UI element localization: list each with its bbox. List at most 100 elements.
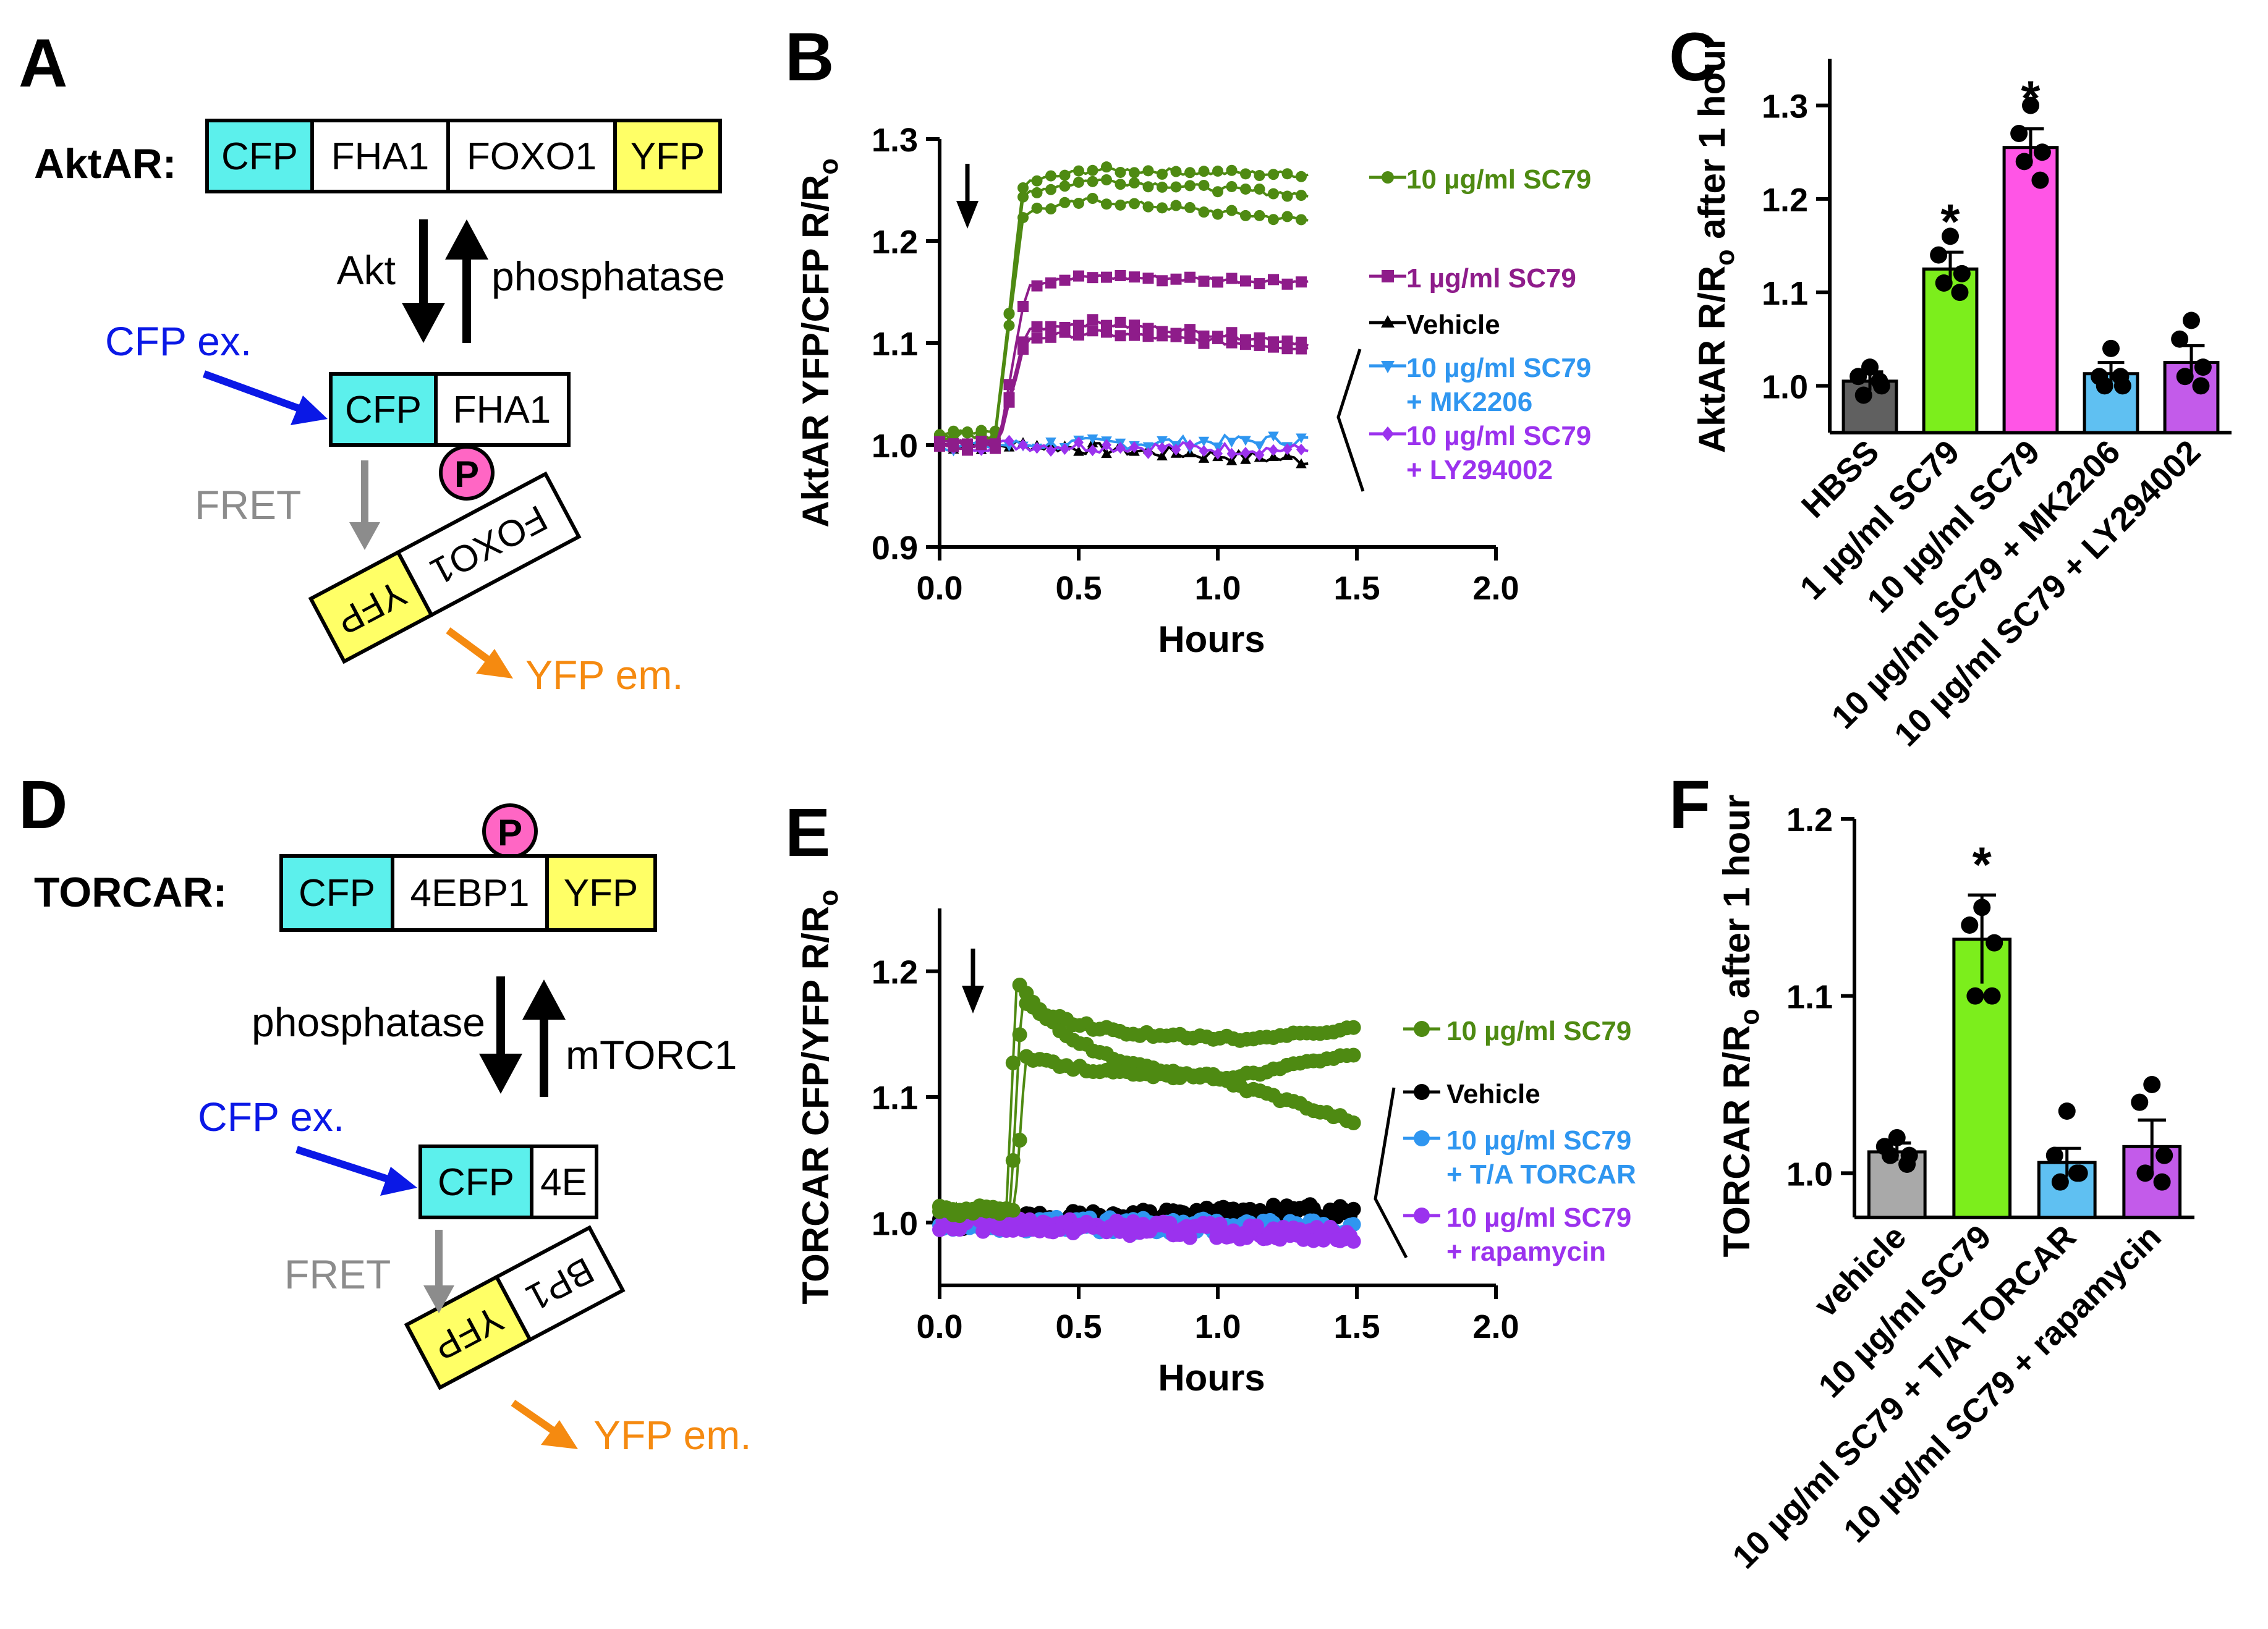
data-point: [1157, 442, 1167, 454]
data-point: [1240, 168, 1251, 180]
y-axis-label-rest: after 1 hour: [1716, 795, 1757, 1009]
legend-marker: [1414, 1130, 1430, 1146]
data-point: [1296, 443, 1306, 456]
data-point: [1198, 206, 1210, 218]
data-point: [1129, 441, 1139, 454]
data-point: [1031, 175, 1043, 187]
series-line-0: [938, 178, 1309, 441]
data-point: [1087, 444, 1098, 457]
mtorc1-label: mTORC1: [566, 1032, 737, 1078]
data-point: [1005, 1055, 1021, 1070]
data-point: [1046, 444, 1056, 457]
bar: [1867, 1150, 1927, 1219]
data-point: [1059, 274, 1071, 286]
data-point: [1282, 443, 1293, 455]
y-tick-label: 1.1: [1786, 979, 1833, 1016]
data-point: [1198, 166, 1210, 177]
data-point: [1198, 436, 1210, 447]
data-point: [1254, 339, 1265, 351]
bar: [1922, 267, 1979, 434]
chart-e: 1.0 1.1 1.2 0.0 0.5 1.0 1.5 2.0 Hours TORCAR CFP/…: [795, 890, 1636, 1398]
legend-marker: [1414, 1208, 1430, 1224]
data-point: [1157, 181, 1168, 193]
data-point: [1157, 450, 1168, 460]
data-point: [1296, 171, 1307, 182]
legend-label-line2: + LY294002: [1406, 455, 1553, 485]
data-point: [1073, 165, 1084, 177]
data-point: [2068, 1164, 2086, 1182]
data-point: [1017, 300, 1029, 312]
category-label-group: 10 µg/ml SC79 + T/A TORCAR: [1725, 1218, 2083, 1576]
legend-bracket: [1374, 1087, 1408, 1259]
data-point: [1898, 1156, 1916, 1173]
y-axis-label-text: TORCAR R/Ro after 1 hour: [1716, 795, 1765, 1258]
legend-label: 10 µg/ml SC79: [1406, 164, 1591, 195]
data-point: [1142, 165, 1154, 177]
data-point: [1087, 176, 1098, 187]
data-point: [1170, 166, 1182, 177]
data-point: [1935, 274, 1953, 292]
data-point: [1254, 183, 1265, 195]
y-tick-label: 1.2: [1786, 802, 1833, 839]
data-point: [1942, 227, 1959, 245]
panel-label-b: B: [785, 19, 834, 95]
y-axis-label: TORCAR CFP/YFP R/Ro: [795, 890, 844, 1305]
x-tick-label: 0.0: [916, 1308, 962, 1345]
data-point: [1240, 339, 1251, 350]
data-point: [1184, 180, 1196, 192]
data-point: [1296, 190, 1307, 201]
data-point: [2194, 358, 2212, 376]
phospho-label-a: P: [454, 454, 479, 495]
data-point: [1031, 332, 1043, 344]
data-point: [2136, 1164, 2154, 1182]
y-axis-label-text: TORCAR CFP/YFP R/Ro: [795, 890, 844, 1305]
data-point: [1871, 372, 1888, 390]
bar: [2002, 146, 2059, 434]
data-point: [2192, 377, 2210, 395]
sensor-name-aktar: AktAR:: [34, 140, 176, 187]
data-point: [1101, 161, 1112, 173]
legend-label-line2: + MK2206: [1406, 387, 1532, 417]
data-point: [1226, 438, 1238, 448]
data-point: [2033, 143, 2051, 161]
data-point: [1226, 273, 1238, 284]
x-tick-label: 0.5: [1055, 570, 1102, 607]
category-label: 10 µg/ml SC79 + T/A TORCAR: [1725, 1218, 2083, 1576]
data-point: [1003, 307, 1015, 319]
split-4e: 4E: [540, 1161, 587, 1204]
data-point: [1850, 368, 1867, 386]
y-axis-label-text: AktAR R/Ro after 1 hour: [1691, 35, 1740, 453]
data-point: [1212, 165, 1223, 177]
data-point: [1346, 1115, 1361, 1131]
data-point: [1101, 198, 1112, 210]
legend-marker: [1381, 315, 1395, 328]
x-tick-label: 0.5: [1055, 1308, 1102, 1345]
data-point: [1087, 434, 1098, 445]
data-point: [1142, 201, 1154, 213]
data-point: [1930, 246, 1948, 264]
data-point: [1199, 445, 1209, 457]
x-tick-label: 1.0: [1194, 1308, 1241, 1345]
data-point: [1296, 214, 1307, 226]
x-tick-label: 1.0: [1194, 570, 1241, 607]
data-point: [1031, 202, 1043, 214]
data-point: [1102, 439, 1111, 451]
domain-fha1: FHA1: [331, 135, 429, 178]
data-point: [1861, 358, 1879, 376]
data-point: [1170, 273, 1182, 285]
y-axis-label-main: TORCAR CFP/YFP R/R: [795, 906, 836, 1305]
data-point: [1073, 197, 1084, 209]
cfp-ex-label-a: CFP ex.: [105, 318, 252, 364]
legend-label: 1 µg/ml SC79: [1406, 263, 1576, 294]
data-point: [1281, 343, 1293, 355]
sensor-name-torcar: TORCAR:: [34, 869, 227, 916]
panel-label-a: A: [19, 25, 67, 101]
data-point: [1032, 442, 1042, 454]
data-point: [1162, 1216, 1178, 1231]
data-point: [1142, 273, 1154, 284]
data-point: [1281, 211, 1293, 222]
panel-label-e: E: [785, 795, 830, 871]
chart-b: 0.9 1.0 1.1 1.2 1.3 0.0 0.5 1.0 1.5 2.0 Hours AktAR…: [795, 122, 1591, 660]
data-point: [1142, 442, 1154, 452]
